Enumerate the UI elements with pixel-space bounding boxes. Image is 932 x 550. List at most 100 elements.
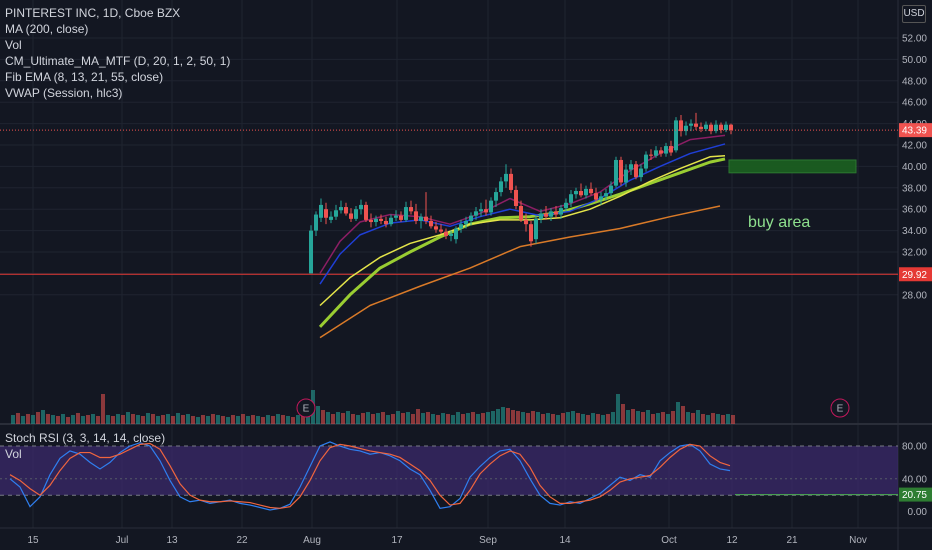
volume-bar bbox=[291, 417, 295, 424]
volume-bar bbox=[256, 416, 260, 424]
volume-bar bbox=[161, 415, 165, 424]
volume-bar bbox=[476, 414, 480, 424]
candle-body bbox=[704, 124, 708, 129]
volume-bar bbox=[266, 415, 270, 424]
candle-body bbox=[319, 204, 323, 218]
volume-bar bbox=[146, 413, 150, 424]
support-price-tag bbox=[899, 267, 932, 282]
volume-bar bbox=[246, 416, 250, 424]
candle-body bbox=[344, 207, 348, 214]
ema-mid-line bbox=[319, 143, 726, 285]
legend-cm-ultimate[interactable]: CM_Ultimate_MA_MTF (D, 20, 1, 2, 50, 1) bbox=[5, 54, 231, 68]
candle-body bbox=[659, 150, 663, 154]
price-tick-label: 52.00 bbox=[902, 34, 927, 45]
stoch-tick-label: 0.00 bbox=[908, 507, 928, 518]
candle-body bbox=[679, 120, 683, 132]
candle-body bbox=[604, 193, 608, 197]
candle-body bbox=[329, 216, 333, 220]
candle-body bbox=[499, 181, 503, 193]
volume-bar bbox=[361, 413, 365, 424]
candle-body bbox=[649, 154, 653, 156]
volume-bar bbox=[331, 414, 335, 424]
volume-bar bbox=[286, 416, 290, 424]
currency-button[interactable]: USD bbox=[902, 5, 926, 23]
time-tick-label: 13 bbox=[166, 535, 178, 546]
volume-bar bbox=[91, 414, 95, 424]
volume-bar bbox=[516, 411, 520, 424]
candle-body bbox=[469, 215, 473, 221]
candle-body bbox=[404, 207, 408, 220]
volume-bar bbox=[111, 416, 115, 424]
legend-vol[interactable]: Vol bbox=[5, 38, 22, 52]
volume-bar bbox=[76, 413, 80, 424]
candle-body bbox=[599, 196, 603, 200]
candle-body bbox=[579, 191, 583, 196]
volume-bar bbox=[316, 406, 320, 424]
candle-body bbox=[534, 218, 538, 240]
stoch-band bbox=[0, 446, 898, 496]
volume-bar bbox=[321, 410, 325, 424]
volume-bar bbox=[701, 414, 705, 424]
candle-body bbox=[654, 150, 658, 156]
time-tick-label: Sep bbox=[479, 535, 497, 546]
volume-bar bbox=[501, 407, 505, 424]
price-tick-label: 38.00 bbox=[902, 183, 927, 194]
volume-bar bbox=[391, 414, 395, 424]
legend-symbol[interactable]: PINTEREST INC, 1D, Cboe BZX bbox=[5, 6, 181, 20]
candle-body bbox=[719, 124, 723, 131]
volume-bar bbox=[66, 417, 70, 424]
price-tick-label: 34.00 bbox=[902, 226, 927, 237]
volume-bar bbox=[466, 413, 470, 424]
candle-body bbox=[689, 123, 693, 126]
time-tick-label: Aug bbox=[303, 535, 321, 546]
stoch-value-tag-label: 20.75 bbox=[902, 490, 927, 501]
candle-body bbox=[569, 194, 573, 203]
legend-vol-lower[interactable]: Vol bbox=[5, 447, 22, 461]
candle-body bbox=[324, 209, 328, 218]
candle-body bbox=[589, 188, 593, 194]
candle-body bbox=[539, 213, 543, 219]
volume-bar bbox=[11, 415, 15, 424]
time-tick-label: 15 bbox=[27, 535, 39, 546]
candle-body bbox=[484, 209, 488, 213]
stoch-tick-label: 80.00 bbox=[902, 442, 927, 453]
legend-stoch-rsi[interactable]: Stoch RSI (3, 3, 14, 14, close) bbox=[5, 431, 166, 445]
volume-bar bbox=[71, 415, 75, 424]
legend-ma200[interactable]: MA (200, close) bbox=[5, 22, 89, 36]
time-tick-label: Oct bbox=[661, 535, 677, 546]
volume-bar bbox=[396, 411, 400, 424]
volume-bar bbox=[721, 415, 725, 424]
candle-body bbox=[424, 216, 428, 221]
price-tick-label: 50.00 bbox=[902, 55, 927, 66]
volume-bar bbox=[301, 416, 305, 424]
volume-bar bbox=[346, 411, 350, 424]
volume-bar bbox=[426, 412, 430, 424]
volume-bar bbox=[356, 415, 360, 424]
candle-body bbox=[709, 124, 713, 132]
volume-bar bbox=[486, 412, 490, 424]
volume-bar bbox=[726, 414, 730, 424]
volume-bar bbox=[171, 416, 175, 424]
volume-bar bbox=[621, 404, 625, 424]
volume-bar bbox=[716, 414, 720, 424]
legend-fib-ema[interactable]: Fib EMA (8, 13, 21, 55, close) bbox=[5, 70, 164, 84]
volume-bar bbox=[206, 416, 210, 424]
volume-bar bbox=[706, 415, 710, 424]
candle-body bbox=[474, 211, 478, 216]
candle-body bbox=[549, 211, 553, 217]
volume-bar bbox=[651, 414, 655, 424]
candle-body bbox=[409, 207, 413, 212]
candle-body bbox=[529, 224, 533, 242]
time-tick-label: Nov bbox=[849, 535, 867, 546]
candle-body bbox=[619, 159, 623, 183]
legend-vwap[interactable]: VWAP (Session, hlc3) bbox=[5, 86, 123, 100]
volume-bar bbox=[156, 416, 160, 424]
candle-body bbox=[379, 218, 383, 221]
volume-bar bbox=[296, 415, 300, 424]
volume-bar bbox=[36, 412, 40, 424]
volume-bar bbox=[151, 414, 155, 424]
candle-body bbox=[334, 210, 338, 217]
volume-bar bbox=[166, 414, 170, 424]
candle-body bbox=[384, 220, 388, 225]
